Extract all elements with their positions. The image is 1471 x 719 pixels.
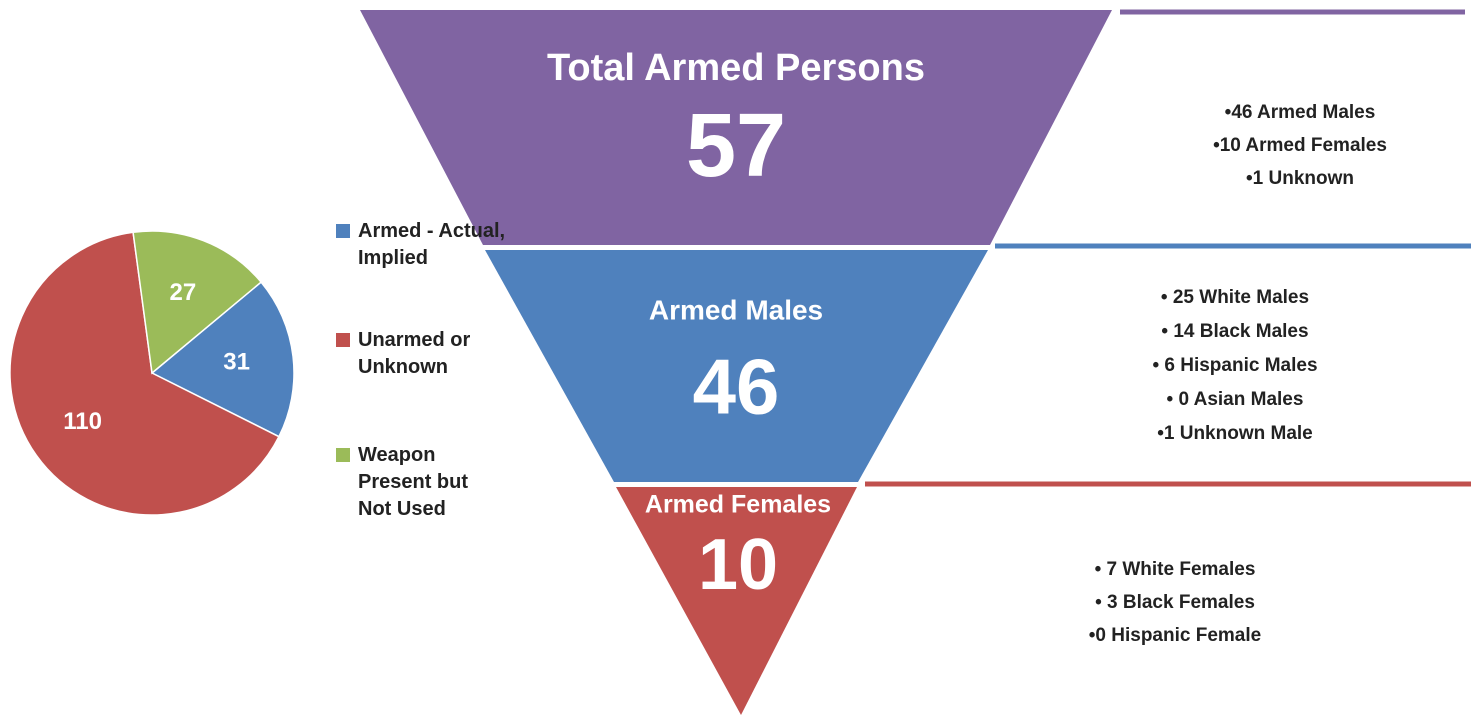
data-label: 31 <box>223 349 250 376</box>
bullet: • 0 Asian Males <box>1167 389 1304 410</box>
funnel-level <box>616 487 857 715</box>
legend-entry: Weapon Present but Not Used <box>336 442 506 523</box>
bullet: •1 Unknown <box>1246 168 1354 189</box>
legend-entry: Unarmed or Unknown <box>336 327 506 381</box>
bullet: • 3 Black Females <box>1095 592 1255 613</box>
bullet: •0 Hispanic Female <box>1089 625 1261 646</box>
legend-label: Unarmed or Unknown <box>358 329 471 378</box>
legend-label: Armed - Actual, Implied <box>358 220 506 269</box>
level-value: 57 <box>686 96 786 196</box>
bullet: • 14 Black Males <box>1161 321 1308 342</box>
pie-slice <box>132 230 263 375</box>
data-label: 27 <box>170 279 197 306</box>
legend-swatch <box>336 333 350 347</box>
bullet: •1 Unknown Male <box>1157 423 1313 444</box>
legend-swatch <box>336 224 350 238</box>
legend-label: Weapon Present but Not Used <box>358 444 469 520</box>
funnel-level <box>360 10 1112 245</box>
pie-slice <box>150 281 295 438</box>
pie-slice <box>9 231 280 516</box>
bullet: •46 Armed Males <box>1225 102 1376 123</box>
bullet: • 7 White Females <box>1095 559 1256 580</box>
level-title: Armed Males <box>649 294 823 325</box>
level-value: 10 <box>698 525 778 605</box>
level-value: 46 <box>693 343 780 431</box>
legend-swatch <box>336 448 350 462</box>
data-label: 110 <box>63 408 102 435</box>
legend-entry: Armed - Actual, Implied <box>336 218 506 272</box>
level-title: Total Armed Persons <box>547 47 925 89</box>
level-title: Armed Females <box>645 491 831 519</box>
bullet: •10 Armed Females <box>1213 135 1387 156</box>
bullet: • 25 White Males <box>1161 287 1309 308</box>
funnel-level <box>485 250 988 482</box>
bullet: • 6 Hispanic Males <box>1152 355 1317 376</box>
